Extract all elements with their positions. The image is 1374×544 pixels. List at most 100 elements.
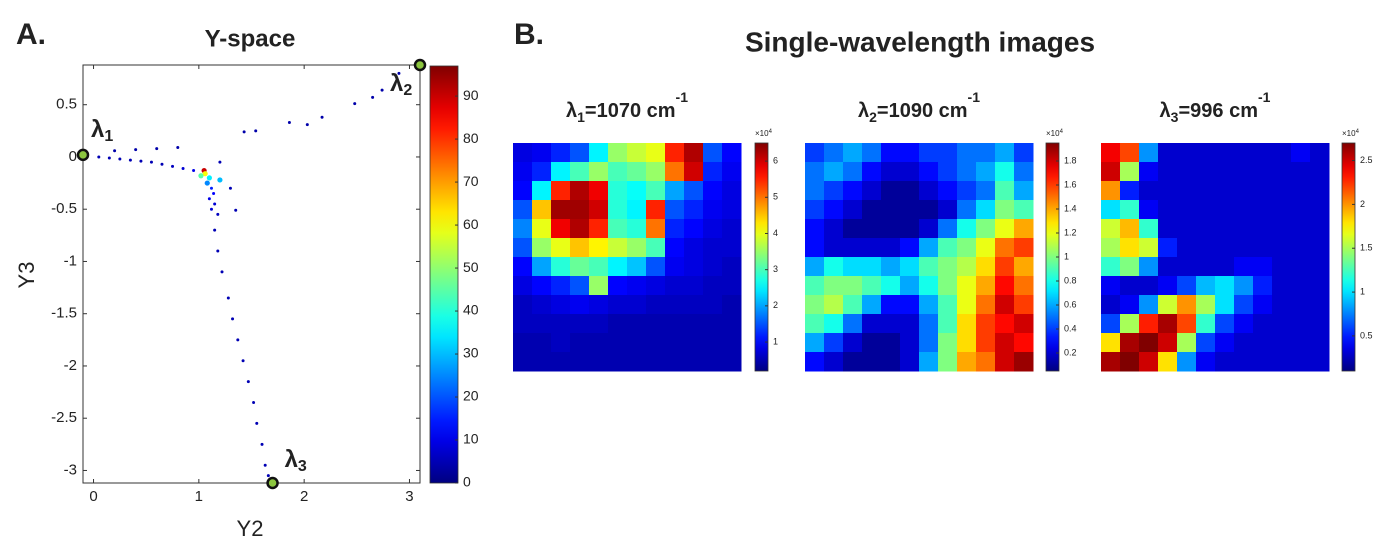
pixel [570, 162, 590, 182]
pixel [665, 314, 685, 334]
pixel [1139, 314, 1159, 334]
pixel [646, 238, 666, 258]
pixel [589, 352, 609, 372]
pixel [1215, 219, 1235, 239]
pixel [1196, 143, 1216, 163]
pixel [881, 162, 901, 182]
pixel [1234, 257, 1254, 277]
pixel [1101, 333, 1121, 353]
endpoint-label-symbol: λ [91, 116, 104, 143]
colorbar [754, 142, 769, 372]
pixel [684, 219, 704, 239]
pixel [1234, 143, 1254, 163]
colorbar-tick-label: 2 [1360, 199, 1365, 209]
pixel [513, 314, 533, 334]
point [263, 463, 267, 467]
image-title: λ2=1090 cm-1 [858, 89, 980, 125]
point [134, 148, 138, 152]
pixel [684, 162, 704, 182]
pixel [1272, 219, 1292, 239]
point [213, 202, 217, 206]
pixel [627, 333, 647, 353]
pixel [1253, 162, 1273, 182]
pixel [1291, 181, 1311, 201]
point [213, 228, 217, 232]
pixel [551, 143, 571, 163]
pixel [684, 314, 704, 334]
pixel [722, 352, 742, 372]
pixel [703, 295, 723, 315]
pixel [551, 200, 571, 220]
pixel [1196, 200, 1216, 220]
colorbar-tick-label: 0.5 [1360, 330, 1373, 340]
pixel [1139, 162, 1159, 182]
point [371, 95, 375, 99]
pixel [843, 257, 863, 277]
point [155, 147, 159, 151]
plot-frame [82, 64, 421, 484]
pixel [976, 181, 996, 201]
pixel [995, 219, 1015, 239]
pixel [862, 295, 882, 315]
pixel [1310, 162, 1330, 182]
pixel [1310, 181, 1330, 201]
pixel [551, 219, 571, 239]
panel-label: B. [514, 18, 544, 51]
pixel [1014, 162, 1034, 182]
pixel [1158, 181, 1178, 201]
endpoint-label: λ2 [390, 70, 412, 99]
pixel [976, 238, 996, 258]
pixel [1310, 200, 1330, 220]
colorbar-tick-label: 0 [463, 474, 471, 490]
pixel [919, 314, 939, 334]
pixel [824, 219, 844, 239]
colorbar-tick-label: 3 [773, 264, 778, 274]
pixel [570, 219, 590, 239]
endpoint-label: λ3 [285, 446, 307, 475]
y-axis-label: Y3 [14, 262, 39, 289]
pixel [1234, 219, 1254, 239]
pixel [976, 352, 996, 372]
colorbar-tick-label: 1.8 [1064, 155, 1077, 165]
pixel [1101, 181, 1121, 201]
pixel [1291, 200, 1311, 220]
pixel [1291, 352, 1311, 372]
point [220, 270, 224, 274]
pixel [938, 295, 958, 315]
endpoint-label-symbol: λ [285, 446, 298, 473]
pixel [1215, 333, 1235, 353]
pixel [722, 257, 742, 277]
pixel [570, 200, 590, 220]
pixel [722, 162, 742, 182]
colorbar-tick-label: 2.5 [1360, 155, 1373, 165]
pixel [919, 295, 939, 315]
pixel [843, 162, 863, 182]
pixel [938, 219, 958, 239]
pixel [1120, 219, 1140, 239]
pixel [938, 143, 958, 163]
point [206, 175, 212, 181]
pixel [1158, 143, 1178, 163]
pixel [1139, 219, 1159, 239]
pixel [1272, 238, 1292, 258]
colorbar-tick-label: 60 [463, 216, 479, 232]
pixel [1101, 276, 1121, 296]
pixel [1158, 162, 1178, 182]
pixel [703, 352, 723, 372]
pixel [1272, 295, 1292, 315]
pixel [805, 219, 825, 239]
pixel [843, 143, 863, 163]
pixel [1120, 352, 1140, 372]
pixel [1196, 295, 1216, 315]
image-title-part: =1090 cm [877, 100, 968, 122]
pixel [570, 181, 590, 201]
pixel [900, 162, 920, 182]
pixel [1310, 143, 1330, 163]
pixel [1234, 314, 1254, 334]
colorbar-multiplier: ×104 [755, 129, 773, 139]
pixel [703, 333, 723, 353]
pixel [957, 162, 977, 182]
pixel [1310, 276, 1330, 296]
pixel [957, 276, 977, 296]
pixel [805, 295, 825, 315]
